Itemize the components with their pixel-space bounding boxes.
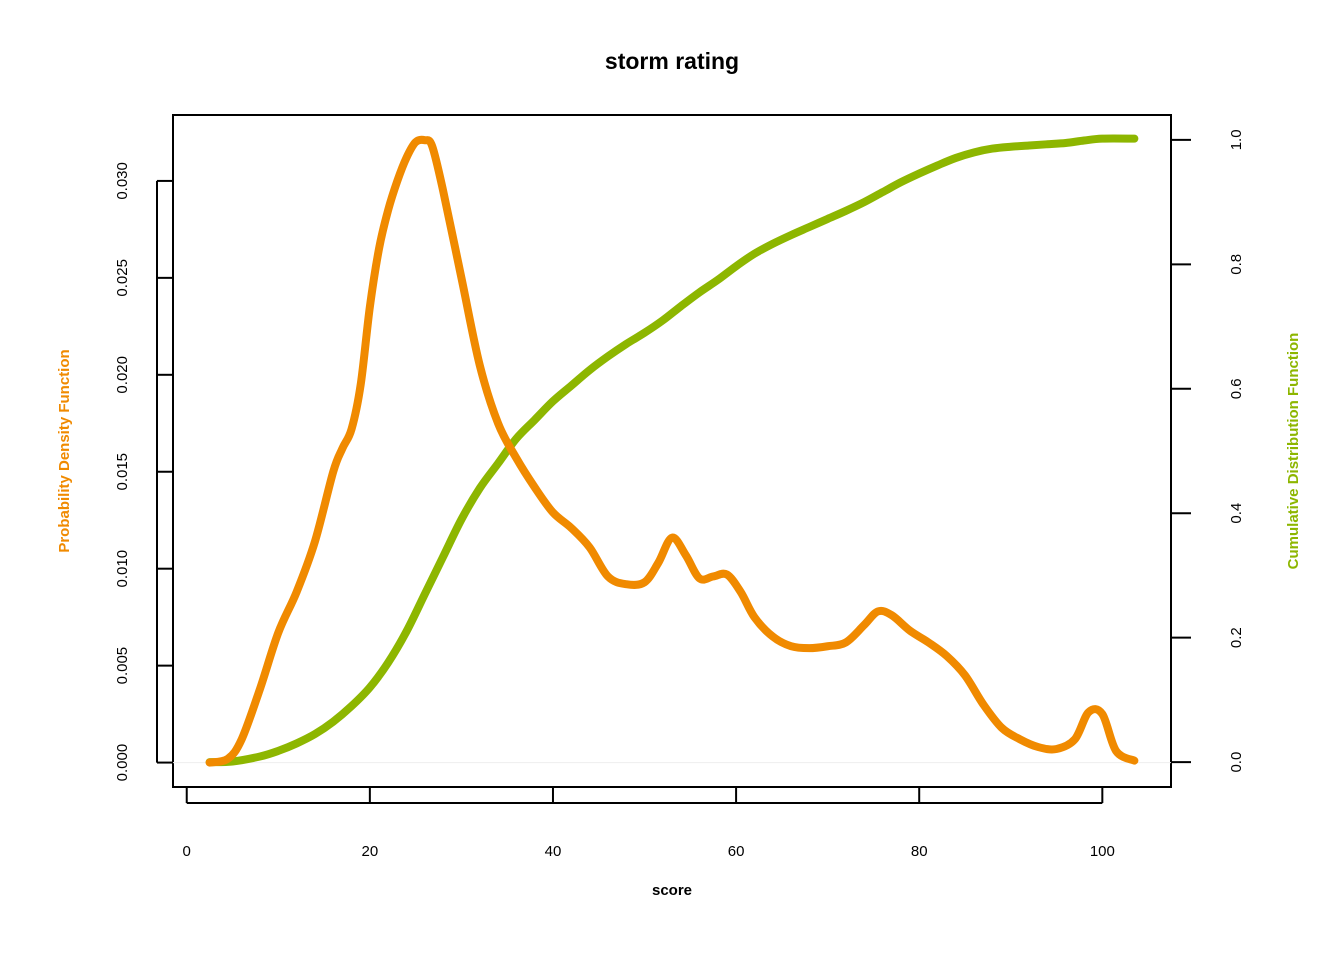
y-left-tick-label: 0.020 bbox=[114, 356, 131, 394]
y-axis-left: 0.000 0.005 0.010 0.015 0.020 0.025 0.030 bbox=[114, 162, 173, 781]
x-tick-label: 0 bbox=[183, 843, 191, 860]
y-left-tick-label: 0.030 bbox=[114, 162, 131, 200]
y-right-tick-label: 0.6 bbox=[1228, 378, 1245, 399]
plot-frame bbox=[172, 114, 1172, 788]
y-axis-label-right: Cumulative Distribution Function bbox=[1285, 333, 1302, 570]
y-right-tick-label: 1.0 bbox=[1228, 129, 1245, 150]
y-right-tick-label: 0.8 bbox=[1228, 254, 1245, 275]
x-tick-label: 100 bbox=[1090, 843, 1115, 860]
y-left-tick-label: 0.010 bbox=[114, 550, 131, 588]
chart-title: storm rating bbox=[605, 48, 739, 74]
x-axis: 0 20 40 60 80 100 bbox=[183, 787, 1115, 860]
y-left-tick-label: 0.015 bbox=[114, 453, 131, 491]
x-tick-label: 20 bbox=[362, 843, 379, 860]
y-axis-right: 0.0 0.2 0.4 0.6 0.8 1.0 bbox=[1171, 129, 1245, 773]
y-right-tick-label: 0.0 bbox=[1228, 752, 1245, 773]
y-left-tick-label: 0.025 bbox=[114, 259, 131, 297]
x-tick-label: 40 bbox=[545, 843, 562, 860]
x-tick-label: 60 bbox=[728, 843, 745, 860]
y-axis-label-left: Probability Density Function bbox=[56, 349, 73, 552]
y-right-tick-label: 0.4 bbox=[1228, 503, 1245, 524]
y-right-tick-label: 0.2 bbox=[1228, 627, 1245, 648]
series-line-cdf bbox=[205, 134, 1139, 767]
series-layer bbox=[205, 134, 1139, 767]
y-left-tick-label: 0.005 bbox=[114, 647, 131, 685]
y-left-tick-label: 0.000 bbox=[114, 744, 131, 782]
x-tick-label: 80 bbox=[911, 843, 928, 860]
series-line-pdf bbox=[205, 135, 1139, 767]
x-axis-label: score bbox=[652, 882, 692, 899]
